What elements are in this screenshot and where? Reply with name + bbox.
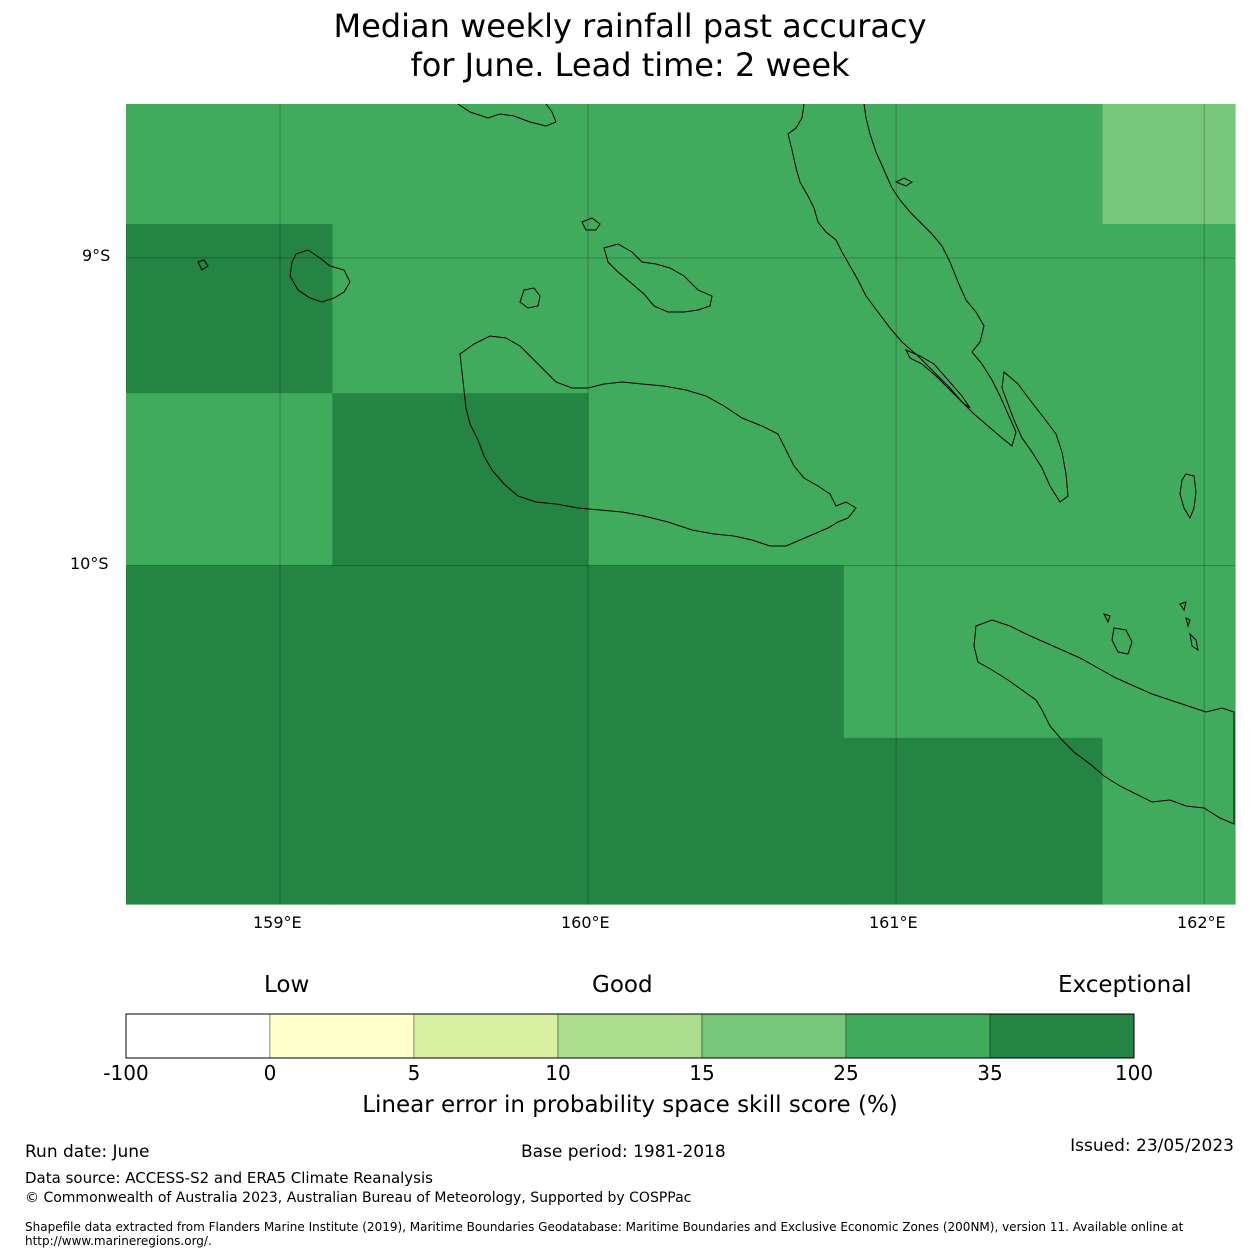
coastline-guadalcanal	[459, 335, 857, 547]
colorbar-segment	[701, 1013, 847, 1059]
skill-grid	[126, 104, 1236, 905]
colorbar-tick: 15	[689, 1061, 715, 1085]
coastline-san-jorge	[1001, 371, 1069, 503]
coastlines	[197, 103, 1235, 825]
legend-heading-exceptional: Exceptional	[1058, 972, 1192, 998]
skill-cell	[588, 224, 845, 394]
coastline-florida-islands	[603, 243, 713, 313]
legend-heading-low: Low	[264, 972, 310, 998]
graticule	[126, 104, 1235, 904]
copyright: © Commonwealth of Australia 2023, Austra…	[25, 1190, 692, 1206]
coastline-santa-isabel	[787, 103, 1017, 447]
colorbar-label: Linear error in probability space skill …	[362, 1092, 898, 1118]
coastline-islet-w	[197, 259, 209, 271]
colorbar-outline	[125, 1013, 1135, 1059]
skill-cell	[588, 393, 845, 567]
skill-cell	[843, 737, 1104, 905]
colorbar-tick: 100	[1114, 1061, 1154, 1085]
skill-cell	[1102, 737, 1236, 905]
skill-cell	[332, 393, 589, 567]
data-source: Data source: ACCESS-S2 and ERA5 Climate …	[25, 1169, 433, 1187]
lon-label-162e: 162°E	[1177, 913, 1226, 932]
colorbar-tick: 35	[977, 1061, 1003, 1085]
skill-cell	[843, 104, 1104, 225]
colorbar-tick: 10	[545, 1061, 571, 1085]
skill-cell	[126, 104, 333, 225]
run-date: Run date: June	[25, 1142, 150, 1162]
coastline-islet-se-2	[1179, 601, 1187, 612]
skill-cell	[1102, 393, 1236, 567]
map-title-line1: Median weekly rainfall past accuracy	[333, 7, 927, 45]
coastline-islet-ne	[894, 177, 913, 187]
colorbar	[125, 1013, 1135, 1059]
skill-cell	[126, 737, 333, 905]
colorbar-segment	[557, 1013, 703, 1059]
colorbar-segment	[269, 1013, 415, 1059]
coastline-makira	[973, 619, 1235, 825]
lon-label-161e: 161°E	[869, 913, 918, 932]
coastline-new-georgia-tip	[457, 103, 557, 127]
lat-label-10s: 10°S	[70, 554, 109, 573]
issued-date: Issued: 23/05/2023	[1070, 1136, 1234, 1156]
base-period: Base period: 1981-2018	[521, 1142, 726, 1162]
colorbar-segment	[989, 1013, 1135, 1059]
colorbar-segment	[125, 1013, 271, 1059]
coastline-savo	[519, 287, 541, 309]
skill-cell	[588, 104, 845, 225]
shapefile-credit: Shapefile data extracted from Flanders M…	[25, 1220, 1184, 1248]
skill-cell	[332, 224, 589, 394]
colorbar-segment	[845, 1013, 991, 1059]
skill-cell	[126, 565, 333, 739]
coastline-ugi	[1111, 627, 1133, 655]
skill-cell	[332, 565, 589, 739]
skill-cell	[843, 565, 1104, 739]
skill-cell	[588, 737, 845, 905]
coastline-islet-n	[581, 217, 601, 231]
coastline-islet-se-4	[1189, 632, 1199, 652]
coastline-islet-se-1	[1103, 613, 1111, 624]
skill-cell	[126, 393, 333, 567]
coastline-isabel-west	[904, 349, 971, 409]
colorbar-tick: 0	[263, 1061, 277, 1085]
skill-cell	[332, 737, 589, 905]
skill-cell	[126, 224, 333, 394]
skill-cell	[332, 104, 589, 225]
skill-cell	[588, 565, 845, 739]
skill-cell	[1102, 104, 1236, 225]
colorbar-tick: 5	[407, 1061, 421, 1085]
skill-cell	[843, 393, 1104, 567]
skill-cell	[1102, 565, 1236, 739]
map-title-line2: for June. Lead time: 2 week	[410, 46, 850, 84]
lon-label-159e: 159°E	[253, 913, 302, 932]
lat-label-9s: 9°S	[82, 246, 111, 265]
skill-cell	[1102, 224, 1236, 394]
coastline-small-island-e	[1179, 473, 1197, 520]
colorbar-segment	[413, 1013, 559, 1059]
coastline-russell-islands	[289, 249, 351, 303]
colorbar-tick: 25	[833, 1061, 859, 1085]
coastline-islet-se-3	[1185, 617, 1191, 628]
colorbar-tick: -100	[103, 1061, 149, 1085]
legend-heading-good: Good	[592, 972, 653, 998]
lon-label-160e: 160°E	[561, 913, 610, 932]
